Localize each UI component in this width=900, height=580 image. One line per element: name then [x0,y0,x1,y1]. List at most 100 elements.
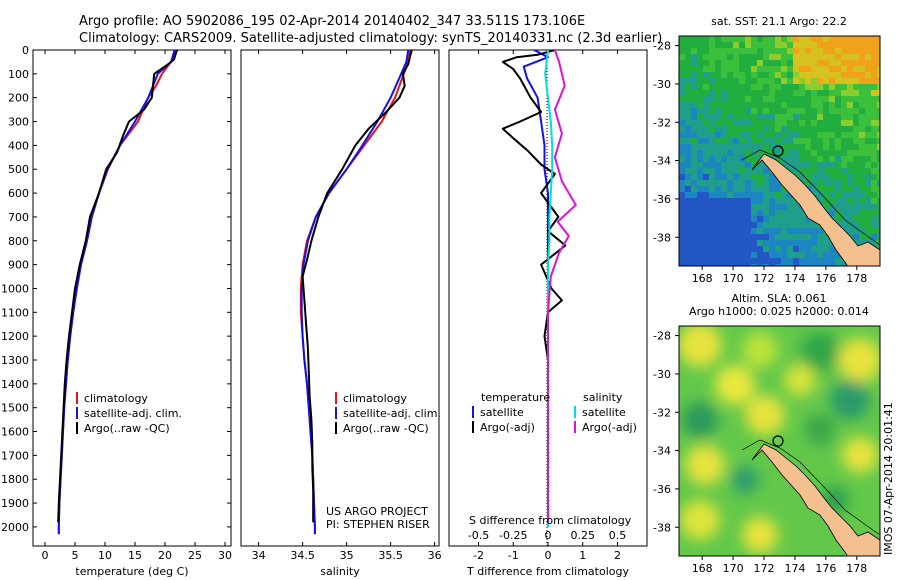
sst-pixel [835,156,841,162]
sst-pixel [721,144,727,150]
sst-pixel [781,60,787,66]
sst-pixel [793,120,799,126]
sst-pixel [853,48,859,54]
nz-landmass [751,153,880,266]
sst-pixel [811,90,817,96]
sst-map-image [679,36,880,266]
sst-pixel [691,252,697,258]
sst-pixel [847,156,853,162]
sst-pixel [679,204,685,210]
sst-pixel [799,36,805,42]
sst-pixel [763,198,769,204]
sst-pixel [769,216,775,222]
sst-pixel [745,210,751,216]
sst-pixel [685,90,691,96]
sst-pixel [859,240,865,246]
sst-pixel [781,54,787,60]
sst-pixel [697,66,703,72]
sst-pixel [823,54,829,60]
sst-pixel [859,150,865,156]
sst-pixel [853,168,859,174]
sst-pixel [859,72,865,78]
sst-pixel [817,234,823,240]
sst-pixel [823,168,829,174]
sst-pixel [859,168,865,174]
sst-pixel [757,204,763,210]
sst-pixel [787,36,793,42]
sst-pixel [703,96,709,102]
lat-tick-label: -28 [653,330,671,343]
sst-pixel [835,186,841,192]
sst-pixel [685,60,691,66]
sst-pixel [787,108,793,114]
sst-pixel [733,216,739,222]
depth-tick-label: 0 [22,44,29,57]
sst-pixel [703,144,709,150]
sst-pixel [847,180,853,186]
sst-pixel [763,246,769,252]
sst-pixel [685,78,691,84]
sst-pixel [823,84,829,90]
sst-pixel [697,90,703,96]
sst-pixel [751,60,757,66]
sst-pixel [739,150,745,156]
sst-pixel [793,234,799,240]
sst-pixel [823,162,829,168]
sst-pixel [721,60,727,66]
sst-pixel [847,216,853,222]
sst-pixel [853,162,859,168]
sst-pixel [805,96,811,102]
sst-pixel [679,132,685,138]
sst-pixel [853,90,859,96]
sst-pixel [769,54,775,60]
sst-pixel [727,162,733,168]
sst-pixel [679,126,685,132]
sst-pixel [769,96,775,102]
depth-tick-label: 900 [8,259,29,272]
sst-pixel [679,156,685,162]
sst-pixel [817,264,823,266]
sst-pixel [847,108,853,114]
sst-pixel [685,144,691,150]
sst-pixel [877,132,880,138]
sst-pixel [805,180,811,186]
sst-pixel [757,186,763,192]
series-line-argo-raw-qc [57,50,178,523]
sst-pixel [679,54,685,60]
sst-pixel [823,234,829,240]
sst-pixel [781,216,787,222]
sst-pixel [877,144,880,150]
sst-pixel [781,222,787,228]
sst-pixel [787,192,793,198]
sst-pixel [775,126,781,132]
sst-pixel [811,156,817,162]
sst-pixel [823,204,829,210]
sst-pixel [745,114,751,120]
sst-pixel [841,198,847,204]
lat-tick-label: -34 [653,445,671,458]
sst-pixel [715,258,721,264]
sst-pixel [727,246,733,252]
sst-pixel [865,174,871,180]
sst-pixel [829,78,835,84]
sst-pixel [823,240,829,246]
sst-pixel [787,60,793,66]
sst-pixel [715,78,721,84]
sst-pixel [787,78,793,84]
sst-pixel [715,168,721,174]
sst-pixel [745,90,751,96]
sst-pixel [871,96,877,102]
sst-pixel [811,72,817,78]
sst-pixel [691,138,697,144]
sst-pixel [853,54,859,60]
sst-pixel [709,144,715,150]
sst-pixel [709,72,715,78]
sst-pixel [835,258,841,264]
sst-pixel [739,204,745,210]
sst-pixel [805,60,811,66]
sst-pixel [775,48,781,54]
sst-pixel [727,78,733,84]
sst-pixel [739,144,745,150]
sst-pixel [859,90,865,96]
sst-pixel [745,180,751,186]
